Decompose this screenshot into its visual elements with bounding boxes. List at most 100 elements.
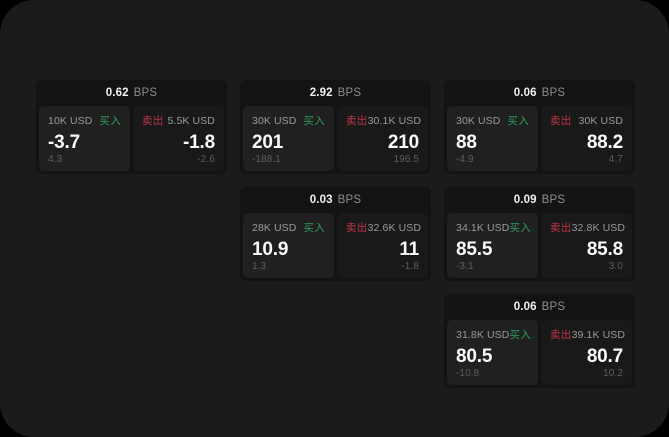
quote-card[interactable]: 0.06 BPS 31.8K USD 买入 80.5 -10.8 卖出 39.1K USD 80… [444,294,635,388]
sell-price-value: 11 [399,239,419,260]
buy-panel-header: 34.1K USD 买入 [456,221,532,235]
buy-price-value: 201 [252,132,284,153]
sell-price-value: 210 [387,132,419,153]
bps-unit-label: BPS [541,194,566,206]
buy-action-label[interactable]: 买入 [303,115,325,127]
sell-size-label: 5.5K USD [167,114,215,127]
bps-header: 2.92 BPS [240,80,431,106]
sell-size-label: 32.6K USD [367,221,422,234]
quote-card-body: 34.1K USD 买入 85.5 -3.1 卖出 32.8K USD 85.8 3.0 [444,213,635,281]
quote-column: 0.06 BPS 30K USD 买入 88 -4.9 卖出 30K USD 88.2 4.7 0.… [444,80,635,388]
buy-size-label: 28K USD [252,221,297,234]
buy-action-label[interactable]: 买入 [303,222,325,234]
buy-price-value: 88 [456,132,477,153]
bps-value: 2.92 [309,87,333,99]
sell-action-label[interactable]: 卖出 [550,115,572,127]
sell-panel-header: 卖出 5.5K USD [142,114,215,128]
buy-secondary-value: -10.8 [456,368,480,379]
quote-column: 0.62 BPS 10K USD 买入 -3.7 4.3 卖出 5.5K USD -1.8 -2.… [36,80,227,174]
quote-card-body: 30K USD 买入 201 -188.1 卖出 30.1K USD 210 196.5 [240,106,431,174]
sell-panel[interactable]: 卖出 30K USD 88.2 4.7 [541,106,632,171]
sell-panel[interactable]: 卖出 32.6K USD 11 -1.8 [337,213,428,278]
sell-panel[interactable]: 卖出 5.5K USD -1.8 -2.6 [133,106,224,171]
buy-panel[interactable]: 30K USD 买入 88 -4.9 [447,106,538,171]
quote-card[interactable]: 0.03 BPS 28K USD 买入 10.9 1.3 卖出 32.6K USD 11 -1.8 [240,187,431,281]
buy-size-label: 30K USD [456,114,501,127]
quote-card-body: 31.8K USD 买入 80.5 -10.8 卖出 39.1K USD 80.7 10.2 [444,320,635,388]
buy-panel[interactable]: 10K USD 买入 -3.7 4.3 [39,106,130,171]
quote-card-body: 10K USD 买入 -3.7 4.3 卖出 5.5K USD -1.8 -2.6 [36,106,227,174]
buy-size-label: 31.8K USD [456,328,510,341]
sell-secondary-value: -2.6 [197,154,215,165]
sell-secondary-value: 3.0 [608,261,623,272]
quote-column: 2.92 BPS 30K USD 买入 201 -188.1 卖出 30.1K USD 210 1… [240,80,431,281]
buy-panel[interactable]: 31.8K USD 买入 80.5 -10.8 [447,320,538,385]
sell-action-label[interactable]: 卖出 [346,222,368,234]
bps-value: 0.03 [309,194,333,206]
sell-panel-header: 卖出 30.1K USD [346,114,422,128]
sell-action-label[interactable]: 卖出 [550,329,572,341]
buy-panel-header: 28K USD 买入 [252,221,325,235]
sell-price-value: 85.8 [586,239,623,260]
sell-panel[interactable]: 卖出 30.1K USD 210 196.5 [337,106,428,171]
buy-action-label[interactable]: 买入 [99,115,121,127]
sell-size-label: 30K USD [578,114,623,127]
bps-value: 0.62 [105,87,129,99]
sell-panel-header: 卖出 32.6K USD [346,221,422,235]
buy-action-label[interactable]: 买入 [509,329,532,341]
sell-size-label: 32.8K USD [571,221,626,234]
sell-panel[interactable]: 卖出 39.1K USD 80.7 10.2 [541,320,632,385]
sell-secondary-value: 196.5 [393,154,419,165]
bps-unit-label: BPS [337,87,362,99]
sell-size-label: 30.1K USD [367,114,422,127]
quote-card[interactable]: 0.06 BPS 30K USD 买入 88 -4.9 卖出 30K USD 88.2 4.7 [444,80,635,174]
bps-value: 0.06 [513,87,537,99]
buy-panel[interactable]: 28K USD 买入 10.9 1.3 [243,213,334,278]
sell-price-value: -1.8 [183,132,215,153]
buy-price-value: 80.5 [456,346,493,367]
buy-secondary-value: -4.9 [456,154,474,165]
buy-secondary-value: -188.1 [252,154,281,165]
quote-card[interactable]: 2.92 BPS 30K USD 买入 201 -188.1 卖出 30.1K USD 210 1… [240,80,431,174]
buy-secondary-value: 1.3 [252,261,267,272]
sell-secondary-value: 10.2 [603,368,623,379]
bps-header: 0.06 BPS [444,294,635,320]
buy-panel[interactable]: 30K USD 买入 201 -188.1 [243,106,334,171]
buy-panel-header: 31.8K USD 买入 [456,328,532,342]
buy-secondary-value: 4.3 [48,154,63,165]
buy-panel-header: 30K USD 买入 [252,114,325,128]
sell-panel-header: 卖出 39.1K USD [550,328,626,342]
quote-card-body: 30K USD 买入 88 -4.9 卖出 30K USD 88.2 4.7 [444,106,635,174]
buy-size-label: 30K USD [252,114,297,127]
bps-header: 0.06 BPS [444,80,635,106]
bps-unit-label: BPS [541,301,566,313]
buy-action-label[interactable]: 买入 [507,115,529,127]
buy-action-label[interactable]: 买入 [509,222,532,234]
quote-cards-grid: 0.62 BPS 10K USD 买入 -3.7 4.3 卖出 5.5K USD -1.8 -2.… [36,80,637,388]
buy-size-label: 34.1K USD [456,221,510,234]
sell-action-label[interactable]: 卖出 [346,115,368,127]
sell-size-label: 39.1K USD [571,328,626,341]
sell-secondary-value: 4.7 [608,154,623,165]
buy-price-value: -3.7 [48,132,80,153]
buy-price-value: 10.9 [252,239,289,260]
buy-panel[interactable]: 34.1K USD 买入 85.5 -3.1 [447,213,538,278]
bps-header: 0.03 BPS [240,187,431,213]
bps-header: 0.09 BPS [444,187,635,213]
sell-price-value: 88.2 [586,132,623,153]
bps-value: 0.06 [513,301,537,313]
quote-card[interactable]: 0.62 BPS 10K USD 买入 -3.7 4.3 卖出 5.5K USD -1.8 -2.… [36,80,227,174]
buy-price-value: 85.5 [456,239,493,260]
bps-value: 0.09 [513,194,537,206]
quote-card[interactable]: 0.09 BPS 34.1K USD 买入 85.5 -3.1 卖出 32.8K USD 85.… [444,187,635,281]
buy-size-label: 10K USD [48,114,93,127]
sell-panel[interactable]: 卖出 32.8K USD 85.8 3.0 [541,213,632,278]
sell-price-value: 80.7 [586,346,623,367]
buy-panel-header: 10K USD 买入 [48,114,121,128]
sell-panel-header: 卖出 30K USD [550,114,623,128]
sell-action-label[interactable]: 卖出 [550,222,572,234]
sell-panel-header: 卖出 32.8K USD [550,221,626,235]
sell-action-label[interactable]: 卖出 [142,115,164,127]
sell-secondary-value: -1.8 [401,261,419,272]
